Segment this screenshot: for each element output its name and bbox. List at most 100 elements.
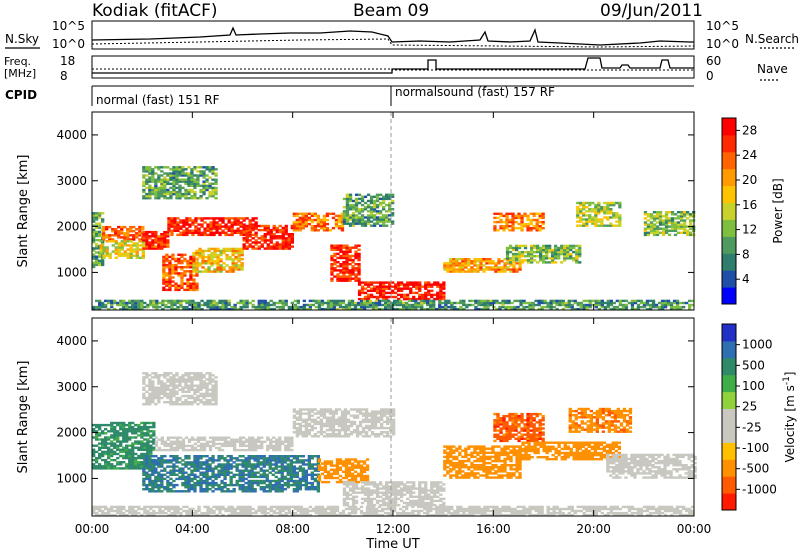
heatmap-cell [113, 444, 117, 447]
heatmap-cell [208, 488, 212, 491]
heatmap-cell [134, 428, 138, 431]
heatmap-cell [247, 481, 251, 485]
heatmap-cell [125, 440, 129, 443]
heatmap-cell [105, 228, 109, 231]
heatmap-cell [250, 457, 254, 460]
heatmap-cell [627, 301, 632, 305]
heatmap-cell [576, 208, 580, 211]
heatmap-cell [281, 442, 285, 446]
heatmap-cell [142, 488, 146, 491]
heatmap-cell [278, 245, 282, 248]
colorbar-tick-label: 12 [742, 223, 757, 237]
heatmap-cell [195, 284, 199, 287]
heatmap-cell [119, 425, 123, 429]
heatmap-cell [399, 301, 403, 305]
heatmap-cell [135, 236, 139, 239]
heatmap-cell [145, 230, 149, 234]
heatmap-cell [119, 442, 123, 445]
heatmap-cell [670, 217, 675, 220]
heatmap-cell [360, 199, 365, 203]
heatmap-cell [175, 378, 179, 381]
heatmap-cell [199, 170, 203, 173]
heatmap-cell [409, 287, 413, 290]
heatmap-cell [172, 446, 177, 450]
heatmap-cell [686, 211, 690, 214]
heatmap-cell [268, 457, 272, 460]
heatmap-cell [185, 227, 189, 230]
heatmap-cell [229, 455, 233, 458]
heatmap-cell [344, 303, 349, 307]
heatmap-cell [231, 264, 235, 267]
heatmap-cell [168, 266, 172, 269]
heatmap-cell [137, 307, 141, 311]
heatmap-cell [189, 272, 193, 275]
heatmap-cell [316, 455, 320, 458]
heatmap-cell [171, 255, 175, 259]
heatmap-cell [132, 230, 136, 233]
heatmap-cell [166, 243, 170, 246]
heatmap-cell [189, 288, 193, 292]
heatmap-cell [511, 248, 516, 252]
heatmap-cell [235, 457, 239, 460]
heatmap-cell [302, 305, 306, 309]
heatmap-cell [209, 305, 213, 309]
heatmap-cell [145, 192, 149, 196]
heatmap-cell [289, 483, 293, 487]
heatmap-cell [686, 217, 690, 220]
heatmap-cell [520, 261, 525, 264]
heatmap-cell [666, 299, 671, 303]
heatmap-cell [254, 305, 258, 309]
heatmap-cell [269, 438, 273, 441]
heatmap-cell [542, 246, 546, 250]
heatmap-cell [253, 471, 257, 474]
heatmap-cell [578, 252, 582, 256]
heatmap-cell [184, 403, 188, 406]
heatmap-cell [471, 299, 475, 303]
heatmap-cell [489, 303, 493, 307]
heatmap-cell [289, 471, 293, 474]
heatmap-cell [184, 444, 189, 448]
heatmap-cell [215, 231, 219, 234]
heatmap-cell [449, 266, 453, 269]
heatmap-cell [394, 291, 398, 295]
heatmap-cell [215, 301, 219, 305]
heatmap-cell [298, 418, 302, 421]
heatmap-cell [202, 479, 206, 483]
heatmap-cell [292, 479, 296, 483]
heatmap-cell [193, 186, 197, 190]
heatmap-cell [129, 234, 133, 237]
heatmap-cell [186, 284, 190, 287]
heatmap-cell [357, 297, 362, 301]
heatmap-cell [181, 469, 185, 472]
heatmap-cell [310, 471, 314, 474]
heatmap-cell [160, 490, 164, 493]
heatmap-cell [538, 216, 542, 220]
heatmap-cell [670, 227, 675, 230]
heatmap-cell [196, 461, 200, 464]
heatmap-cell [266, 446, 270, 450]
heatmap-cell [146, 425, 150, 429]
heatmap-cell [122, 428, 126, 431]
heatmap-cell [290, 241, 294, 244]
heatmap-cell [148, 384, 152, 387]
heatmap-cell [142, 376, 146, 379]
heatmap-cell [594, 301, 598, 305]
heatmap-cell [157, 180, 161, 183]
heatmap-cell [545, 246, 549, 250]
heatmap-cell [221, 231, 225, 234]
heatmap-cell [503, 270, 507, 273]
heatmap-cell [391, 295, 395, 299]
heatmap-cell [229, 481, 233, 485]
heatmap-cell [366, 293, 371, 297]
heatmap-cell [145, 486, 149, 489]
heatmap-cell [359, 301, 364, 305]
heatmap-cell [208, 398, 212, 402]
heatmap-cell [119, 423, 123, 427]
heatmap-cell [162, 278, 166, 281]
heatmap-cell [476, 270, 480, 273]
heatmap-cell [197, 301, 201, 305]
heatmap-cell [196, 386, 200, 389]
heatmap-cell [340, 214, 345, 218]
heatmap-cell [680, 227, 684, 230]
heatmap-cell [374, 305, 379, 309]
